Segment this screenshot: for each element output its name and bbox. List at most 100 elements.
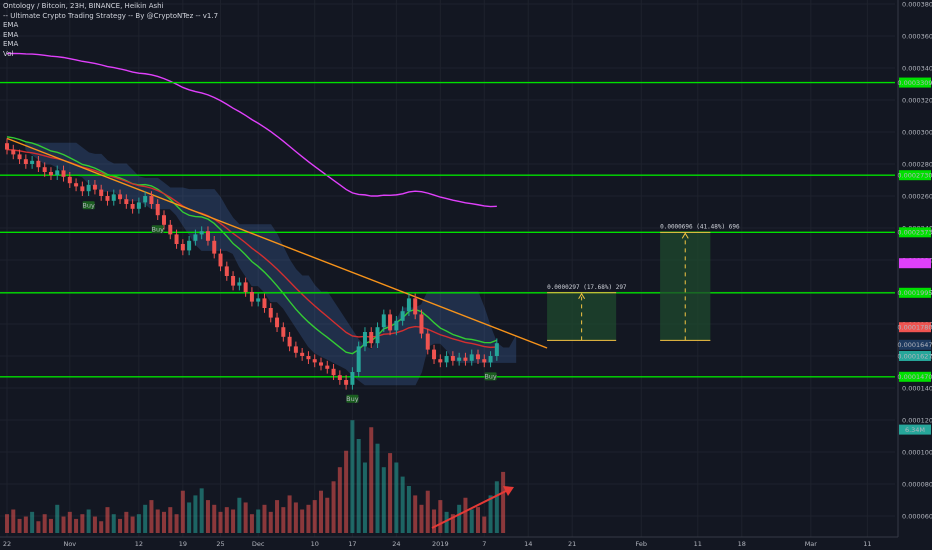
volume-bar (74, 518, 79, 533)
volume-bar (482, 516, 487, 533)
candle-body (130, 204, 135, 209)
candle-body (256, 298, 261, 302)
volume-bar (61, 516, 66, 533)
candle-body (162, 215, 166, 225)
volume-bar (356, 439, 361, 533)
time-tick-label: Dec (252, 540, 265, 548)
candle-body (61, 170, 66, 177)
candle-body (243, 282, 248, 292)
volume-bar (375, 443, 380, 533)
volume-bar (488, 495, 493, 533)
volume-bar (199, 488, 204, 533)
volume-bar (319, 490, 323, 533)
volume-bar (149, 500, 154, 533)
time-tick-label: Nov (63, 540, 76, 548)
candle-body (187, 240, 192, 251)
volume-bar (438, 500, 443, 533)
volume-bar (11, 509, 16, 533)
volume-bar (337, 467, 342, 533)
candle-body (212, 240, 217, 254)
volume-bar (501, 471, 506, 533)
volume-bar (476, 507, 480, 533)
volume-bar (312, 500, 317, 533)
candle-body (80, 186, 85, 192)
volume-label: Vol (3, 49, 14, 58)
candle-body (400, 311, 405, 321)
volume-bar (111, 514, 116, 533)
candle-body (5, 143, 9, 150)
volume-bar (118, 518, 123, 533)
level-price-label: 0.0002730 (897, 172, 932, 180)
candle-body (99, 189, 104, 196)
price-badge (899, 351, 931, 361)
candle-body (118, 194, 123, 200)
volume-bar (419, 504, 424, 533)
candle-body (124, 199, 129, 204)
candle-body (457, 357, 462, 361)
volume-bar (36, 521, 41, 533)
volume-bar (80, 514, 85, 533)
volume-bar (249, 514, 254, 533)
descending-trendline (6, 137, 548, 349)
level-price-badge (899, 170, 931, 181)
volume-bar (237, 497, 242, 533)
volume-bar (381, 467, 386, 533)
candle-body (36, 160, 41, 168)
ema-red-line (6, 148, 497, 349)
volume-bar (224, 507, 229, 533)
candle-body (425, 333, 430, 350)
volume-bar (425, 490, 430, 533)
candle-body (30, 160, 35, 164)
volume-trend-arrowhead (503, 486, 514, 496)
volume-bar (306, 504, 311, 533)
buy-signal-label: Buy (484, 373, 497, 381)
volume-bar (300, 509, 305, 533)
volume-bar (243, 502, 248, 533)
volume-bar (469, 509, 474, 533)
price-badge (899, 424, 931, 435)
volume-bar (143, 504, 148, 533)
candle-body (262, 298, 267, 308)
candle-body (293, 346, 298, 353)
candle-body (356, 346, 361, 372)
volume-bar (388, 453, 393, 533)
candle-body (325, 365, 330, 369)
volume-bar (174, 514, 179, 533)
candle-body (231, 276, 236, 286)
price-axis-panel (898, 0, 932, 550)
volume-bar (394, 462, 399, 533)
target-arrow-head (681, 232, 689, 239)
candle-body (312, 359, 317, 363)
buy-signal-label: Buy (346, 395, 359, 403)
time-tick-label: 7 (482, 540, 486, 548)
volume-bar (136, 514, 141, 533)
candle-body (287, 336, 292, 347)
price-badge (899, 339, 931, 350)
volume-bar (48, 518, 53, 533)
candle-body (74, 183, 79, 187)
time-tick-label: 10 (311, 540, 319, 548)
volume-bar (162, 511, 166, 533)
volume-bar (406, 486, 411, 533)
candle-body (237, 282, 242, 286)
volume-bar (268, 511, 273, 533)
candle-body (450, 356, 455, 361)
candle-body (92, 184, 97, 190)
buy-signal-badge (484, 372, 497, 381)
ema-label-1: EMA (3, 21, 19, 29)
price-badge (899, 258, 931, 269)
level-price-badge (899, 371, 931, 382)
time-tick-label: Mar (805, 540, 818, 548)
time-tick-label: 11 (694, 540, 702, 548)
buy-signal-label: Buy (152, 225, 165, 233)
price-badge-label: 6.34M (905, 426, 925, 434)
candle-body (205, 231, 210, 241)
